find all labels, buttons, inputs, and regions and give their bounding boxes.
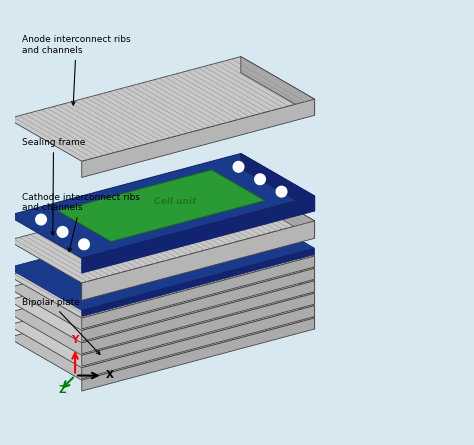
Polygon shape: [241, 213, 315, 267]
Circle shape: [36, 214, 46, 225]
Text: Cathode interconnect ribs
and channels: Cathode interconnect ribs and channels: [22, 193, 140, 251]
Text: Z: Z: [58, 385, 66, 396]
Text: Bipolar plate: Bipolar plate: [22, 298, 100, 354]
Text: Anode interconnect ribs
and channels: Anode interconnect ribs and channels: [22, 35, 130, 105]
Polygon shape: [82, 221, 315, 300]
Polygon shape: [8, 251, 315, 355]
Polygon shape: [8, 226, 315, 331]
Polygon shape: [8, 238, 315, 343]
Text: Y: Y: [72, 335, 79, 345]
Polygon shape: [82, 196, 315, 273]
Polygon shape: [8, 213, 315, 318]
Polygon shape: [8, 263, 315, 368]
Circle shape: [57, 227, 68, 237]
Polygon shape: [82, 248, 315, 316]
Polygon shape: [8, 154, 315, 258]
Polygon shape: [241, 57, 315, 115]
Circle shape: [255, 174, 265, 185]
Polygon shape: [8, 275, 315, 380]
Polygon shape: [82, 306, 315, 379]
Text: Sealing frame: Sealing frame: [22, 138, 85, 235]
Polygon shape: [82, 318, 315, 391]
Polygon shape: [8, 206, 315, 310]
Polygon shape: [241, 275, 315, 329]
Polygon shape: [82, 256, 315, 329]
Polygon shape: [241, 263, 315, 316]
Polygon shape: [8, 178, 315, 283]
Polygon shape: [82, 281, 315, 354]
Polygon shape: [82, 293, 315, 366]
Polygon shape: [82, 268, 315, 341]
Polygon shape: [241, 238, 315, 292]
Polygon shape: [58, 217, 264, 289]
Polygon shape: [241, 251, 315, 304]
Polygon shape: [8, 57, 315, 161]
Polygon shape: [241, 178, 315, 238]
Polygon shape: [82, 99, 315, 178]
Polygon shape: [58, 170, 264, 242]
Text: X: X: [106, 370, 114, 380]
Polygon shape: [241, 226, 315, 279]
Text: Cell unit: Cell unit: [154, 197, 196, 206]
Polygon shape: [241, 154, 315, 211]
Circle shape: [276, 186, 287, 197]
Circle shape: [233, 162, 244, 172]
Circle shape: [79, 239, 90, 250]
